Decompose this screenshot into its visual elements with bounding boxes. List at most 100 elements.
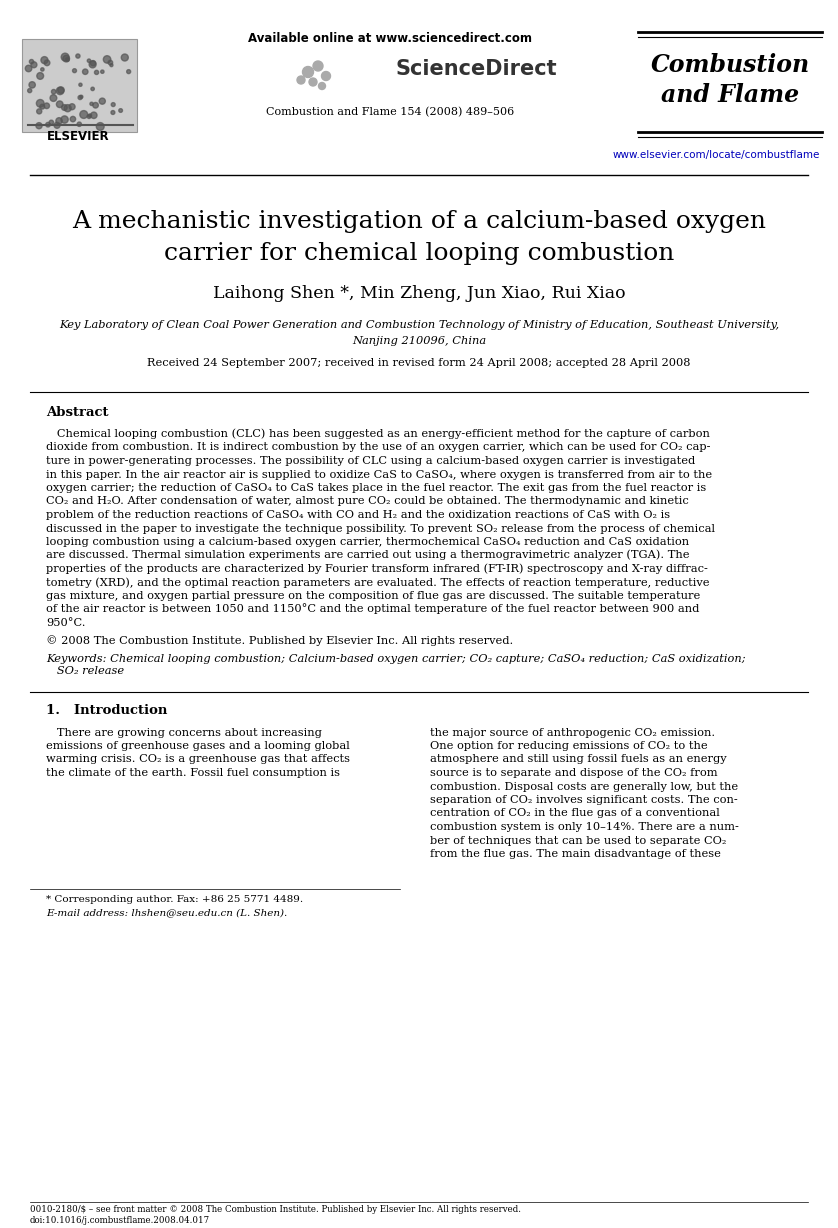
Circle shape xyxy=(91,112,97,118)
Text: combustion system is only 10–14%. There are a num-: combustion system is only 10–14%. There … xyxy=(430,822,739,833)
Text: There are growing concerns about increasing: There are growing concerns about increas… xyxy=(46,727,322,738)
Circle shape xyxy=(63,55,70,61)
Text: atmosphere and still using fossil fuels as an energy: atmosphere and still using fossil fuels … xyxy=(430,754,727,765)
Circle shape xyxy=(78,96,82,99)
Circle shape xyxy=(77,122,81,126)
Circle shape xyxy=(313,61,323,71)
Circle shape xyxy=(29,59,34,64)
Text: ELSEVIER: ELSEVIER xyxy=(47,130,109,142)
Circle shape xyxy=(44,103,49,108)
Circle shape xyxy=(101,70,104,74)
Text: centration of CO₂ in the flue gas of a conventional: centration of CO₂ in the flue gas of a c… xyxy=(430,808,720,819)
Text: * Corresponding author. Fax: +86 25 5771 4489.: * Corresponding author. Fax: +86 25 5771… xyxy=(46,895,303,905)
Text: properties of the products are characterized by Fourier transform infrared (FT-I: properties of the products are character… xyxy=(46,564,708,573)
Text: Keywords: Chemical looping combustion; Calcium-based oxygen carrier; CO₂ capture: Keywords: Chemical looping combustion; C… xyxy=(46,653,746,663)
Text: 1.   Introduction: 1. Introduction xyxy=(46,704,168,716)
Circle shape xyxy=(73,69,76,72)
Circle shape xyxy=(36,99,44,107)
FancyBboxPatch shape xyxy=(22,39,137,131)
Text: the major source of anthropogenic CO₂ emission.: the major source of anthropogenic CO₂ em… xyxy=(430,727,715,738)
Text: emissions of greenhouse gases and a looming global: emissions of greenhouse gases and a loom… xyxy=(46,740,349,752)
Circle shape xyxy=(29,82,35,88)
Text: and Flame: and Flame xyxy=(661,84,799,107)
Text: Nanjing 210096, China: Nanjing 210096, China xyxy=(352,336,486,346)
Circle shape xyxy=(297,76,305,84)
Circle shape xyxy=(56,118,62,124)
Circle shape xyxy=(82,69,88,75)
Circle shape xyxy=(119,108,122,113)
Circle shape xyxy=(108,60,112,65)
Circle shape xyxy=(96,123,104,130)
Text: ScienceDirect: ScienceDirect xyxy=(395,59,556,79)
Text: Available online at www.sciencedirect.com: Available online at www.sciencedirect.co… xyxy=(248,32,532,45)
Circle shape xyxy=(99,98,106,104)
Circle shape xyxy=(58,87,65,93)
Circle shape xyxy=(87,59,91,63)
Text: gas mixture, and oxygen partial pressure on the composition of flue gas are disc: gas mixture, and oxygen partial pressure… xyxy=(46,591,701,600)
Circle shape xyxy=(56,101,63,108)
Text: in this paper. In the air reactor air is supplied to oxidize CaS to CaSO₄, where: in this paper. In the air reactor air is… xyxy=(46,469,712,479)
Text: oxygen carrier; the reduction of CaSO₄ to CaS takes place in the fuel reactor. T: oxygen carrier; the reduction of CaSO₄ t… xyxy=(46,483,706,492)
Circle shape xyxy=(65,58,70,61)
Text: dioxide from combustion. It is indirect combustion by the use of an oxygen carri: dioxide from combustion. It is indirect … xyxy=(46,442,711,452)
Text: looping combustion using a calcium-based oxygen carrier, thermochemical CaSO₄ re: looping combustion using a calcium-based… xyxy=(46,537,689,546)
Text: carrier for chemical looping combustion: carrier for chemical looping combustion xyxy=(163,242,675,265)
Circle shape xyxy=(87,114,91,118)
Text: www.elsevier.com/locate/combustflame: www.elsevier.com/locate/combustflame xyxy=(613,150,820,160)
Circle shape xyxy=(103,55,111,63)
Text: Received 24 September 2007; received in revised form 24 April 2008; accepted 28 : Received 24 September 2007; received in … xyxy=(147,359,691,368)
Circle shape xyxy=(93,102,98,108)
Text: of the air reactor is between 1050 and 1150°C and the optimal temperature of the: of the air reactor is between 1050 and 1… xyxy=(46,604,700,614)
Text: from the flue gas. The main disadvantage of these: from the flue gas. The main disadvantage… xyxy=(430,849,721,860)
Circle shape xyxy=(89,61,96,68)
Circle shape xyxy=(46,123,50,126)
Circle shape xyxy=(40,104,44,109)
Text: warming crisis. CO₂ is a greenhouse gas that affects: warming crisis. CO₂ is a greenhouse gas … xyxy=(46,754,350,765)
Text: ture in power-generating processes. The possibility of CLC using a calcium-based: ture in power-generating processes. The … xyxy=(46,456,696,465)
Circle shape xyxy=(79,84,82,86)
Circle shape xyxy=(75,54,80,58)
Circle shape xyxy=(69,103,75,109)
Text: problem of the reduction reactions of CaSO₄ with CO and H₂ and the oxidization r: problem of the reduction reactions of Ca… xyxy=(46,510,670,519)
Text: SO₂ release: SO₂ release xyxy=(46,667,124,677)
Circle shape xyxy=(95,70,99,75)
Text: combustion. Disposal costs are generally low, but the: combustion. Disposal costs are generally… xyxy=(430,781,738,792)
Text: ber of techniques that can be used to separate CO₂: ber of techniques that can be used to se… xyxy=(430,835,727,846)
Text: © 2008 The Combustion Institute. Published by Elsevier Inc. All rights reserved.: © 2008 The Combustion Institute. Publish… xyxy=(46,635,513,646)
Text: 950°C.: 950°C. xyxy=(46,618,85,628)
Circle shape xyxy=(36,123,42,129)
Circle shape xyxy=(80,111,88,118)
Text: Abstract: Abstract xyxy=(46,406,108,419)
Circle shape xyxy=(37,72,44,80)
Circle shape xyxy=(80,96,83,98)
Circle shape xyxy=(303,66,313,77)
Text: Key Laboratory of Clean Coal Power Generation and Combustion Technology of Minis: Key Laboratory of Clean Coal Power Gener… xyxy=(59,321,779,330)
Circle shape xyxy=(41,56,48,64)
Circle shape xyxy=(37,109,42,114)
Circle shape xyxy=(70,117,75,122)
Text: A mechanistic investigation of a calcium-based oxygen: A mechanistic investigation of a calcium… xyxy=(72,210,766,233)
Circle shape xyxy=(41,68,44,71)
Text: Laihong Shen *, Min Zheng, Jun Xiao, Rui Xiao: Laihong Shen *, Min Zheng, Jun Xiao, Rui… xyxy=(213,285,625,302)
Text: E-mail address: lhshen@seu.edu.cn (L. Shen).: E-mail address: lhshen@seu.edu.cn (L. Sh… xyxy=(46,909,287,917)
Circle shape xyxy=(61,53,69,61)
Circle shape xyxy=(64,104,71,112)
Circle shape xyxy=(322,71,330,81)
Circle shape xyxy=(111,103,115,107)
Circle shape xyxy=(91,60,96,66)
Circle shape xyxy=(51,90,56,95)
Text: the climate of the earth. Fossil fuel consumption is: the climate of the earth. Fossil fuel co… xyxy=(46,768,340,779)
Text: source is to separate and dispose of the CO₂ from: source is to separate and dispose of the… xyxy=(430,768,717,779)
Text: doi:10.1016/j.combustflame.2008.04.017: doi:10.1016/j.combustflame.2008.04.017 xyxy=(30,1216,210,1226)
Circle shape xyxy=(44,60,50,65)
Circle shape xyxy=(54,123,60,129)
Text: CO₂ and H₂O. After condensation of water, almost pure CO₂ could be obtained. The: CO₂ and H₂O. After condensation of water… xyxy=(46,496,689,506)
Circle shape xyxy=(56,87,64,95)
Circle shape xyxy=(88,114,91,117)
Circle shape xyxy=(61,104,67,111)
Circle shape xyxy=(110,64,113,66)
Circle shape xyxy=(49,120,54,124)
Circle shape xyxy=(25,65,32,71)
Text: are discussed. Thermal simulation experiments are carried out using a thermograv: are discussed. Thermal simulation experi… xyxy=(46,550,690,560)
Text: Combustion and Flame 154 (2008) 489–506: Combustion and Flame 154 (2008) 489–506 xyxy=(266,107,515,117)
